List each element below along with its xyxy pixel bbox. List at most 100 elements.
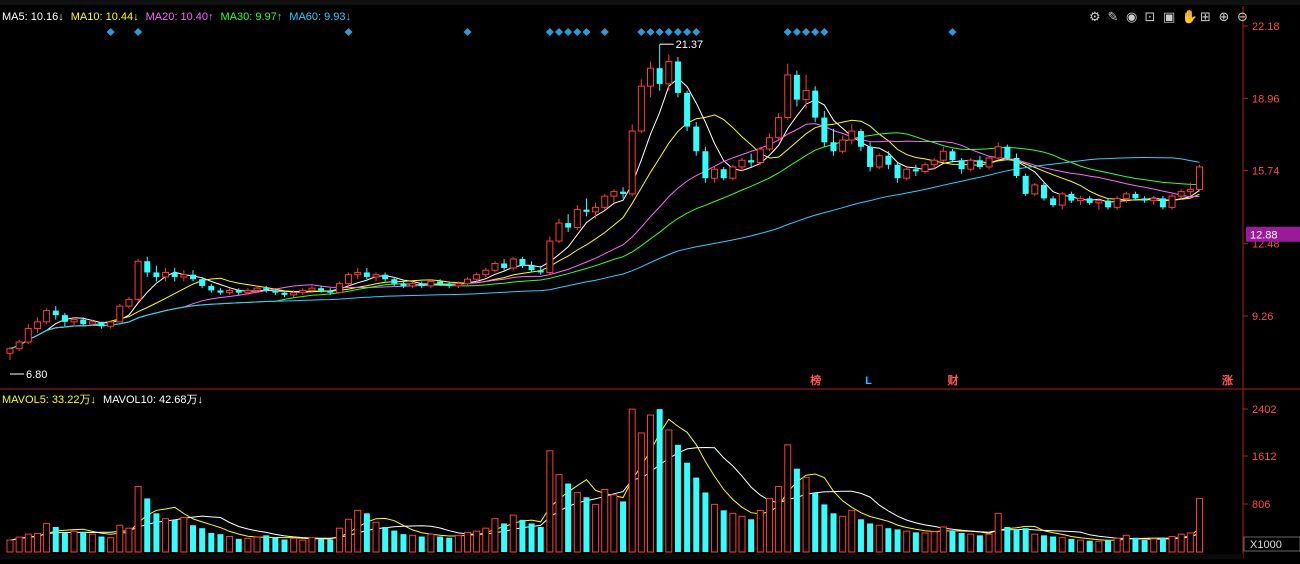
volume-bar (427, 533, 435, 553)
legend-entry: MAVOL5: 33.22万 (2, 394, 90, 406)
candle (802, 74, 810, 109)
candle (1141, 196, 1148, 203)
volume-ma-legend: MAVOL5: 33.22万↓ MAVOL10: 42.68万↓ (2, 394, 203, 406)
candle (125, 297, 133, 309)
candle (281, 290, 288, 298)
volume-bar (171, 519, 178, 552)
candle (857, 128, 864, 152)
volume-bar (958, 532, 965, 552)
volume-bar (33, 533, 41, 553)
volume-bar (784, 444, 792, 553)
candle (601, 193, 609, 210)
candle (1013, 153, 1020, 179)
signal-diamond (783, 28, 792, 36)
candle (729, 164, 737, 181)
signal-diamond (600, 28, 609, 36)
volume-bar (949, 530, 956, 552)
footer-strip (0, 554, 1243, 559)
event-marker[interactable]: L (865, 375, 872, 387)
zoom-in-icon[interactable]: ⊕ (1219, 9, 1230, 24)
volume-bar (70, 530, 78, 553)
event-marker[interactable]: 榜 (810, 373, 821, 387)
candle (693, 122, 700, 156)
candle (107, 321, 115, 329)
candle (180, 270, 188, 282)
event-marker[interactable]: 涨 (1222, 373, 1233, 387)
legend-arrow: ↑ (208, 11, 214, 23)
candle (1077, 196, 1085, 206)
signal-diamond (646, 28, 655, 36)
candle (308, 285, 316, 293)
volume-bar (263, 535, 270, 552)
volume-bar (738, 515, 746, 553)
volume-bar (830, 513, 837, 552)
volume-bar (994, 512, 1002, 553)
candle (363, 267, 370, 280)
zoom-out-icon[interactable]: ⊖ (1237, 9, 1248, 24)
volume-bar (656, 409, 663, 552)
volume-bar (912, 532, 919, 552)
box-icon[interactable]: ▣ (1163, 9, 1175, 24)
volume-bar (802, 477, 810, 553)
candle (43, 308, 51, 325)
grid-icon[interactable]: ⊞ (1200, 9, 1211, 24)
candle (628, 124, 636, 197)
candle (637, 79, 645, 134)
volume-bar (1177, 533, 1185, 553)
candle (409, 281, 417, 289)
candle (839, 135, 847, 154)
candle (528, 261, 535, 273)
volume-bar (637, 432, 645, 553)
volume-bar (1122, 534, 1130, 553)
volume-bar (748, 519, 755, 552)
candle (1095, 198, 1103, 210)
eye-icon[interactable]: ◉ (1126, 9, 1137, 24)
candle (1086, 196, 1093, 206)
candle (162, 267, 170, 282)
volume-bar (628, 408, 636, 553)
volume-bar (98, 536, 105, 552)
volume-bar (107, 537, 115, 553)
candle (88, 319, 96, 327)
volume-bar (372, 521, 380, 553)
volume-bar (253, 536, 261, 553)
candle (446, 281, 453, 289)
legend-arrow: ↓ (198, 394, 204, 406)
volume-bar (454, 534, 462, 553)
candle (738, 157, 746, 172)
volume-bar (482, 527, 490, 553)
signal-diamond (134, 28, 143, 36)
low-price-label: 6.80 (26, 369, 47, 381)
candle (903, 166, 911, 181)
volume-bar (573, 491, 581, 553)
volume-bar (446, 537, 453, 552)
candle (144, 256, 151, 277)
candle (1150, 196, 1158, 206)
candle (720, 166, 727, 181)
candle (647, 61, 654, 98)
candle (134, 258, 142, 302)
high-price-label: 21.37 (676, 39, 704, 51)
signal-diamond (564, 28, 573, 36)
volume-bar (208, 532, 215, 552)
volume-bar (939, 526, 947, 553)
lock-icon[interactable]: ⊡ (1145, 9, 1156, 24)
signal-diamond (692, 28, 701, 36)
volume-bar (903, 530, 911, 553)
pen-icon[interactable]: ✎ (1108, 9, 1119, 24)
candle (1159, 196, 1166, 210)
hand-icon[interactable]: ✋ (1182, 9, 1198, 24)
volume-bar (15, 536, 23, 553)
gear-icon[interactable]: ⚙ (1089, 9, 1101, 24)
signal-diamond (811, 28, 820, 36)
signal-diamond (802, 28, 811, 36)
volume-bar (24, 533, 32, 553)
signal-diamond (582, 28, 591, 36)
event-marker[interactable]: 财 (946, 373, 958, 387)
candle (15, 339, 23, 352)
candle (684, 90, 691, 132)
volume-bar (821, 504, 828, 552)
candle (509, 256, 517, 271)
